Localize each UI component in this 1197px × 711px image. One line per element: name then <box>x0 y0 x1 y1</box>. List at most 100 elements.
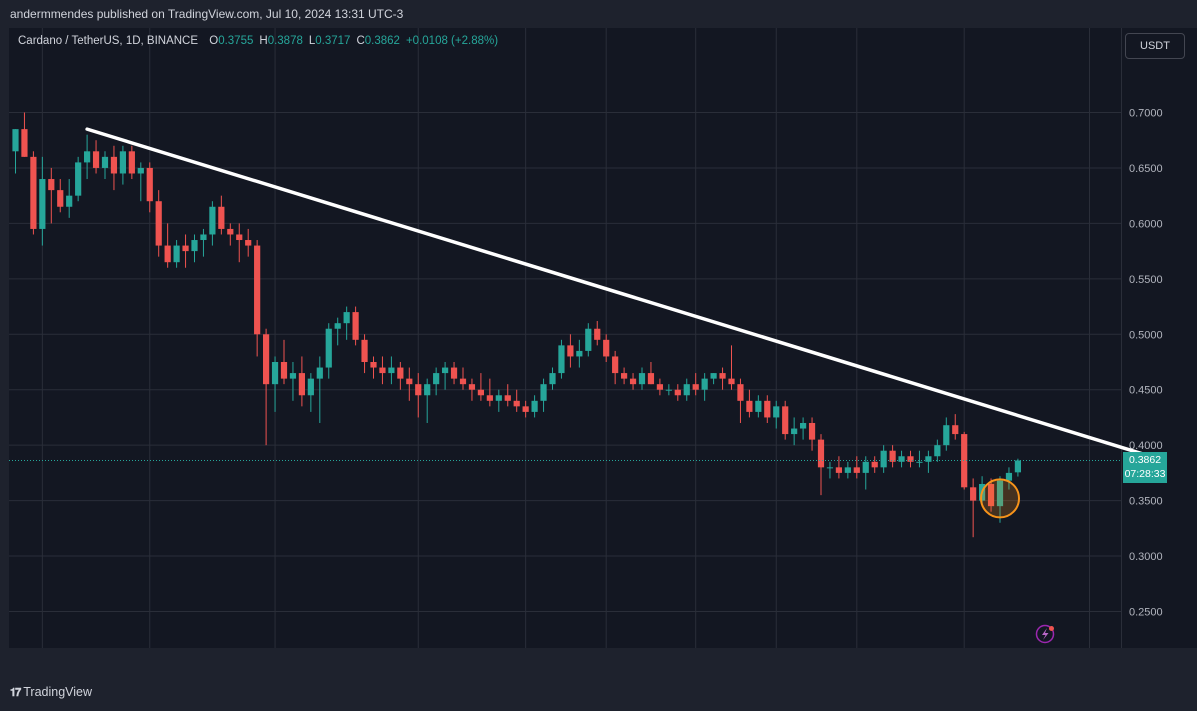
candle-body <box>710 373 717 379</box>
candle-body <box>862 461 869 473</box>
candle-body <box>925 456 932 462</box>
candle-body <box>638 373 646 385</box>
candle-body <box>236 234 243 241</box>
candle-body <box>227 228 234 235</box>
candle-body <box>773 406 780 418</box>
candle-body <box>755 400 762 412</box>
candle-body <box>701 378 708 390</box>
close-value: 0.3862 <box>364 35 400 47</box>
candle-body <box>334 323 341 329</box>
candle-body <box>549 373 556 385</box>
price-axis[interactable] <box>1121 28 1197 648</box>
candle-body <box>558 345 565 374</box>
candle-body <box>683 384 690 396</box>
candle-body <box>1005 472 1013 481</box>
lightning-bolt-icon <box>1042 628 1049 640</box>
candle-body <box>674 389 681 396</box>
last-price-label: 0.3862 07:28:33 <box>1123 452 1167 483</box>
lightning-icon <box>1035 624 1055 644</box>
candle-body <box>629 378 637 385</box>
candle-body <box>84 151 91 163</box>
candle-body <box>379 367 386 374</box>
candle-body <box>987 483 995 507</box>
candle-body <box>782 406 789 435</box>
candle-body <box>791 428 798 435</box>
candle-body <box>594 328 601 340</box>
open-label: O <box>209 35 219 47</box>
candle-body <box>110 156 118 174</box>
candle-body <box>182 245 189 252</box>
candle-body <box>477 389 484 396</box>
candle-body <box>835 467 842 473</box>
candle-body <box>871 461 878 468</box>
candle-body <box>146 167 153 202</box>
candle-body <box>486 395 493 401</box>
candle-body <box>728 378 735 385</box>
bottom-bar <box>0 648 1197 711</box>
candle-body <box>996 480 1004 507</box>
candle-body <box>970 487 977 501</box>
y-tick-label: 0.6500 <box>1129 163 1163 175</box>
candle-body <box>307 378 314 396</box>
candle-body <box>298 373 305 396</box>
candle-body <box>746 400 753 412</box>
candle-body <box>576 350 583 357</box>
candle-body <box>218 206 225 229</box>
candle-body <box>853 467 860 473</box>
candle-body <box>370 362 377 368</box>
brand-label: TradingView <box>23 685 93 699</box>
candle-body <box>513 400 520 407</box>
candle-body <box>39 179 46 229</box>
candle-body <box>12 129 19 152</box>
candle-body <box>450 367 458 379</box>
candle-body <box>612 356 619 374</box>
candle-body <box>101 156 109 168</box>
chart-frame <box>9 28 1121 648</box>
y-tick-label: 0.5000 <box>1129 329 1163 341</box>
candle-body <box>916 461 923 463</box>
top-bar: andermmendes published on TradingView.co… <box>0 0 1197 28</box>
candle-body <box>21 129 28 157</box>
y-tick-label: 0.4000 <box>1129 440 1163 452</box>
candle-body <box>263 334 270 385</box>
candle-body <box>209 206 216 235</box>
candle-body <box>271 362 279 385</box>
candle-body <box>540 384 547 401</box>
candle-body <box>737 384 744 401</box>
close-label: C <box>356 35 365 47</box>
open-value: 0.3755 <box>218 35 254 47</box>
candle-body <box>245 240 252 246</box>
candle-body <box>934 445 941 457</box>
candle-body <box>800 422 807 429</box>
trendline <box>85 127 1145 456</box>
candle-body <box>397 367 404 379</box>
highlight-circle <box>980 478 1020 519</box>
currency-button[interactable]: USDT <box>1125 33 1185 59</box>
candle-body <box>433 373 440 385</box>
candle-body <box>961 434 968 488</box>
candle-body <box>57 190 64 207</box>
y-tick-label: 0.6000 <box>1129 218 1163 230</box>
high-value: 0.3878 <box>267 35 303 47</box>
y-tick-label: 0.5500 <box>1129 274 1163 286</box>
candle-body <box>692 384 699 390</box>
candle-body <box>316 367 323 379</box>
candle-body <box>361 339 368 362</box>
candle-body <box>826 467 834 469</box>
candle-body <box>468 384 476 390</box>
candle-body <box>343 312 350 324</box>
y-tick-label: 0.4500 <box>1129 385 1163 397</box>
symbol-label[interactable]: Cardano / TetherUS, 1D, BINANCE <box>18 35 199 47</box>
candle-body <box>173 245 180 263</box>
candle-body <box>764 400 771 418</box>
last-price-value: 0.3862 <box>1128 454 1162 466</box>
published-line: andermmendes published on TradingView.co… <box>10 7 404 21</box>
candle-body <box>459 378 467 385</box>
candle-body <box>817 439 825 468</box>
candle-body <box>522 406 529 412</box>
candle-body <box>952 425 959 435</box>
candle-body <box>30 156 37 229</box>
tradingview-logo[interactable]: 𝟏𝟕 TradingView <box>10 685 92 700</box>
candle-body <box>889 450 896 462</box>
